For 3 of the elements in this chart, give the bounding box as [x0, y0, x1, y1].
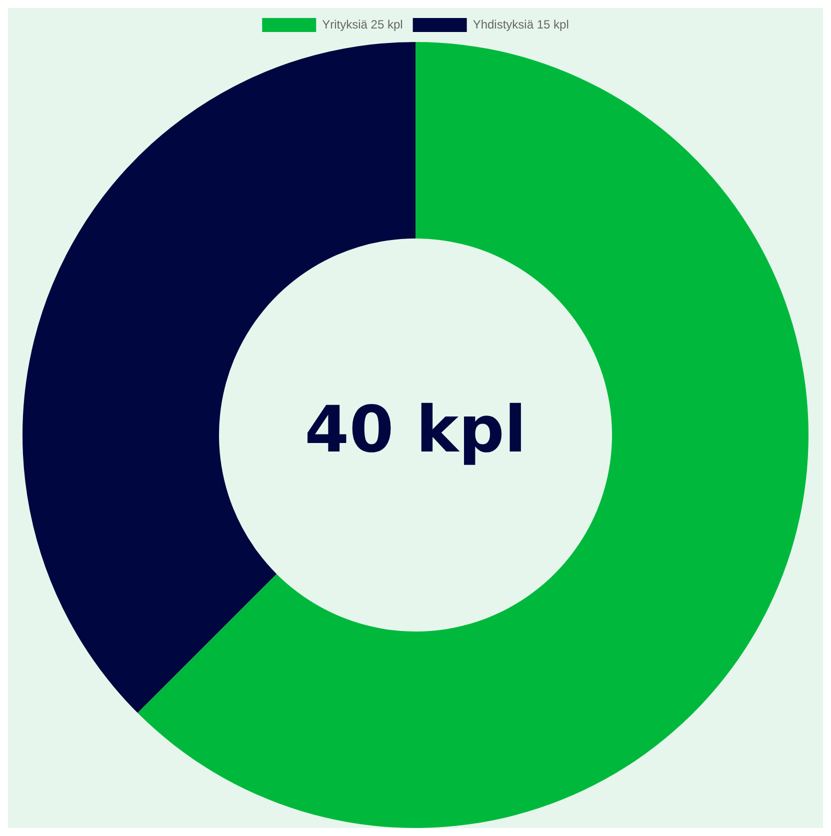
legend-label: Yhdistyksiä 15 kpl: [472, 17, 569, 32]
legend-label: Yrityksiä 25 kpl: [322, 17, 403, 32]
text: 40 kpl: [304, 394, 526, 468]
